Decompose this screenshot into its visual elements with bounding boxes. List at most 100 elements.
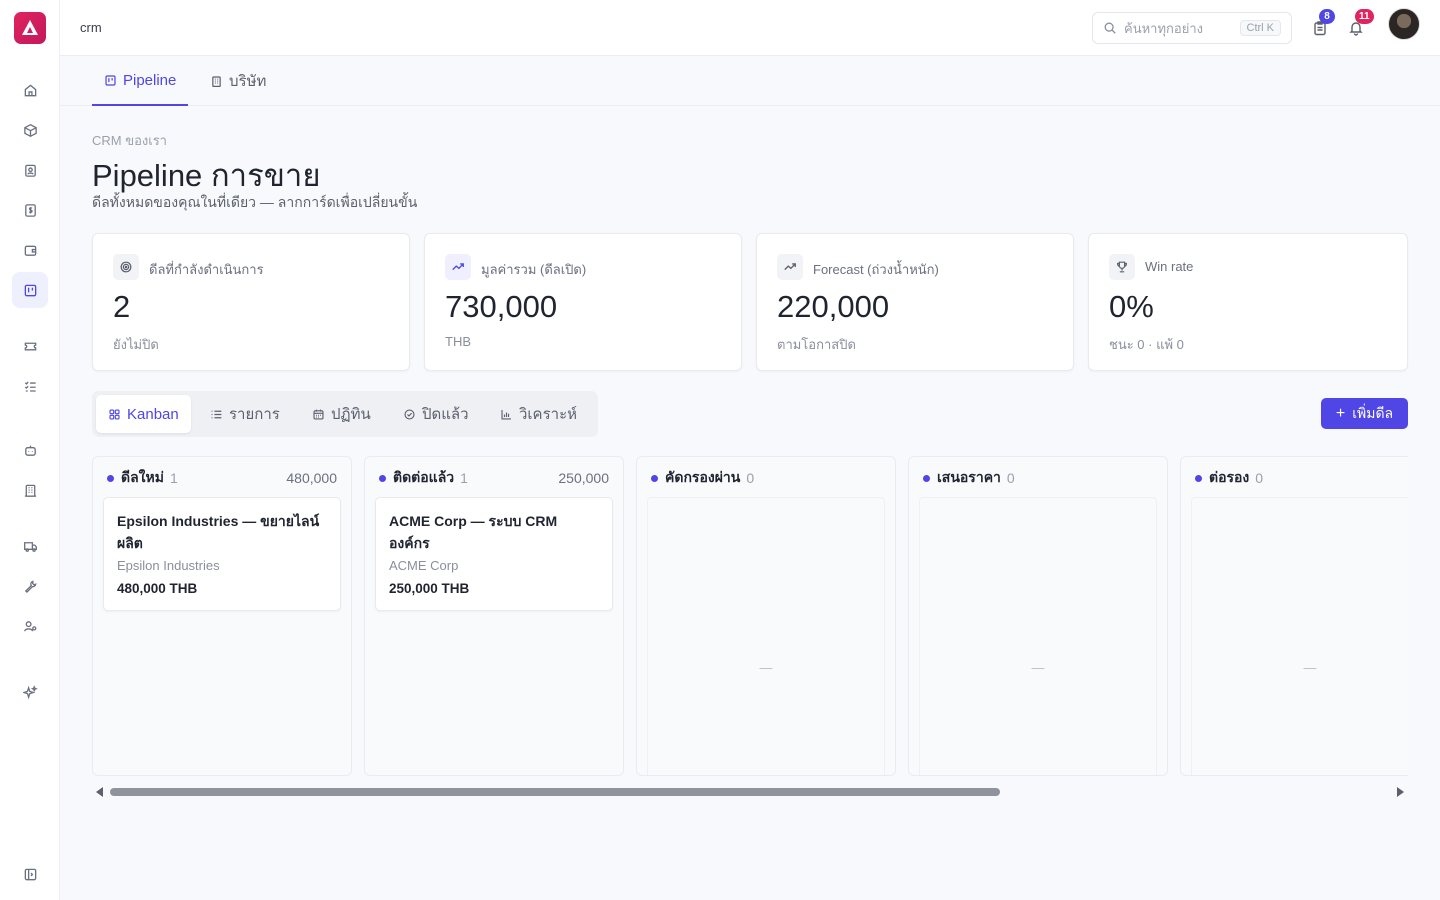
tasks-button[interactable]: 8 bbox=[1309, 9, 1335, 39]
check-circle-icon bbox=[404, 408, 415, 420]
stat-card-forecast: Forecast (ถ่วงน้ำหนัก) 220,000 ตามโอกาสป… bbox=[756, 233, 1074, 371]
column-header: เสนอราคา 0 bbox=[923, 469, 1153, 487]
notifications-badge: 11 bbox=[1355, 9, 1374, 24]
breadcrumb[interactable]: crm bbox=[80, 20, 102, 35]
sidebar-item-tasks[interactable] bbox=[12, 368, 48, 404]
stat-value: 220,000 bbox=[777, 289, 890, 324]
column-dropzone[interactable]: — bbox=[1191, 497, 1408, 775]
user-avatar[interactable] bbox=[1388, 8, 1420, 40]
box-icon bbox=[23, 123, 37, 137]
column-header: คัดกรองผ่าน 0 bbox=[651, 469, 881, 487]
scroll-left-icon[interactable] bbox=[96, 787, 103, 797]
view-tab-kanban[interactable]: Kanban bbox=[96, 395, 191, 433]
column-name: ดีลใหม่ bbox=[121, 469, 164, 485]
column-header: ดีลใหม่ 1 480,000 bbox=[107, 469, 337, 487]
sidebar-item-tools[interactable] bbox=[12, 568, 48, 604]
add-deal-label: เพิ่มดีล bbox=[1352, 404, 1394, 421]
scrollbar-thumb[interactable] bbox=[110, 788, 1000, 796]
plus-icon: + bbox=[1335, 404, 1346, 422]
view-tab-list[interactable]: รายการ bbox=[198, 395, 292, 433]
tab-companies-label: บริษัท bbox=[229, 73, 267, 90]
view-tab-closed[interactable]: ปิดแล้ว bbox=[391, 395, 481, 433]
stat-value: 2 bbox=[113, 289, 131, 324]
sidebar-item-wallet[interactable] bbox=[12, 232, 48, 268]
column-name: เสนอราคา bbox=[937, 469, 1001, 485]
sidebar-item-ai[interactable] bbox=[12, 674, 48, 710]
deal-company: ACME Corp bbox=[389, 558, 459, 573]
empty-placeholder: — bbox=[1303, 660, 1317, 675]
stage-dot-icon bbox=[1195, 474, 1202, 482]
app-logo[interactable] bbox=[14, 12, 46, 44]
view-switcher: Kanban รายการ ปฏิทิน ปิดแล้ว วิเคราะห์ bbox=[92, 391, 598, 437]
building-icon bbox=[212, 75, 221, 87]
deal-title: ACME Corp — ระบบ CRM องค์กร bbox=[389, 513, 558, 551]
stat-label: ดีลที่กำลังดำเนินการ bbox=[149, 262, 264, 277]
sidebar-item-delivery[interactable] bbox=[12, 528, 48, 564]
logo-mark-icon bbox=[22, 20, 38, 35]
user-settings-icon bbox=[23, 620, 36, 631]
tab-pipeline[interactable]: Pipeline bbox=[92, 56, 189, 106]
sidebar-item-contacts[interactable] bbox=[12, 152, 48, 188]
stat-sub: THB bbox=[445, 334, 471, 349]
checklist-icon bbox=[24, 381, 36, 392]
deal-card[interactable]: ACME Corp — ระบบ CRM องค์กร ACME Corp 25… bbox=[375, 497, 613, 611]
scroll-right-icon[interactable] bbox=[1397, 787, 1404, 797]
sidebar-item-bot[interactable] bbox=[12, 432, 48, 468]
stage-dot-icon bbox=[379, 474, 386, 482]
column-count: 1 bbox=[169, 470, 178, 486]
sidebar-item-home[interactable] bbox=[12, 72, 48, 108]
stat-label: มูลค่ารวม (ดีลเปิด) bbox=[481, 262, 587, 277]
column-dropzone[interactable]: — bbox=[919, 497, 1157, 775]
column-count: 0 bbox=[1255, 470, 1264, 486]
page-tabs: Pipeline บริษัท bbox=[60, 56, 1440, 106]
add-deal-button[interactable]: + เพิ่มดีล bbox=[1321, 398, 1408, 429]
stat-label: Forecast (ถ่วงน้ำหนัก) bbox=[813, 262, 939, 277]
sidebar-item-invoices[interactable] bbox=[12, 192, 48, 228]
tasks-badge: 8 bbox=[1319, 9, 1335, 24]
trend-up-icon bbox=[445, 254, 471, 280]
view-tab-calendar[interactable]: ปฏิทิน bbox=[300, 395, 383, 433]
sidebar-collapse-button[interactable] bbox=[12, 856, 48, 892]
deal-card[interactable]: Epsilon Industries — ขยายไลน์ผลิต Epsilo… bbox=[103, 497, 341, 611]
view-tab-analytics[interactable]: วิเคราะห์ bbox=[488, 395, 589, 433]
sidebar-item-users[interactable] bbox=[12, 608, 48, 644]
column-header: ติดต่อแล้ว 1 250,000 bbox=[379, 469, 609, 487]
bell-icon bbox=[1349, 22, 1363, 36]
stage-dot-icon bbox=[923, 474, 930, 482]
id-badge-icon bbox=[24, 164, 36, 177]
sidebar-item-products[interactable] bbox=[12, 112, 48, 148]
stage-dot-icon bbox=[107, 474, 114, 482]
view-tab-label: วิเคราะห์ bbox=[519, 406, 578, 423]
robot-icon bbox=[24, 445, 36, 456]
target-icon bbox=[113, 254, 139, 280]
tab-companies[interactable]: บริษัท bbox=[208, 56, 268, 106]
kanban-icon bbox=[24, 284, 36, 296]
stat-sub: ตามโอกาสปิด bbox=[777, 337, 856, 352]
column-count: 0 bbox=[1006, 470, 1015, 486]
deal-amount: 250,000 THB bbox=[389, 581, 470, 596]
column-name: ติดต่อแล้ว bbox=[393, 469, 455, 485]
board-horizontal-scrollbar[interactable] bbox=[92, 784, 1408, 800]
deal-title: Epsilon Industries — ขยายไลน์ผลิต bbox=[117, 513, 320, 551]
global-search-input[interactable]: ค้นหาทุกอย่าง Ctrl K bbox=[1092, 12, 1292, 44]
notifications-button[interactable]: 11 bbox=[1345, 9, 1374, 39]
kanban-column-new: ดีลใหม่ 1 480,000 Epsilon Industries — ข… bbox=[92, 456, 352, 776]
home-icon bbox=[24, 83, 36, 96]
sidebar-item-crm[interactable] bbox=[12, 272, 48, 308]
column-name: คัดกรองผ่าน bbox=[665, 469, 741, 485]
grid-icon bbox=[109, 408, 120, 420]
sidebar-item-companies[interactable] bbox=[12, 472, 48, 508]
stage-dot-icon bbox=[651, 474, 658, 482]
truck-icon bbox=[23, 541, 37, 552]
trend-up-icon bbox=[777, 254, 803, 280]
page-subtitle: ดีลทั้งหมดของคุณในที่เดียว — ลากการ์ดเพื… bbox=[92, 194, 418, 210]
search-icon bbox=[1104, 22, 1116, 34]
deal-company: Epsilon Industries bbox=[117, 558, 220, 573]
column-name: ต่อรอง bbox=[1209, 469, 1250, 485]
column-dropzone[interactable]: — bbox=[647, 497, 885, 775]
column-count: 1 bbox=[460, 470, 468, 486]
sidebar-item-tickets[interactable] bbox=[12, 328, 48, 364]
clipboard-icon bbox=[1314, 21, 1326, 36]
kanban-icon bbox=[105, 74, 116, 86]
empty-placeholder: — bbox=[759, 660, 773, 675]
